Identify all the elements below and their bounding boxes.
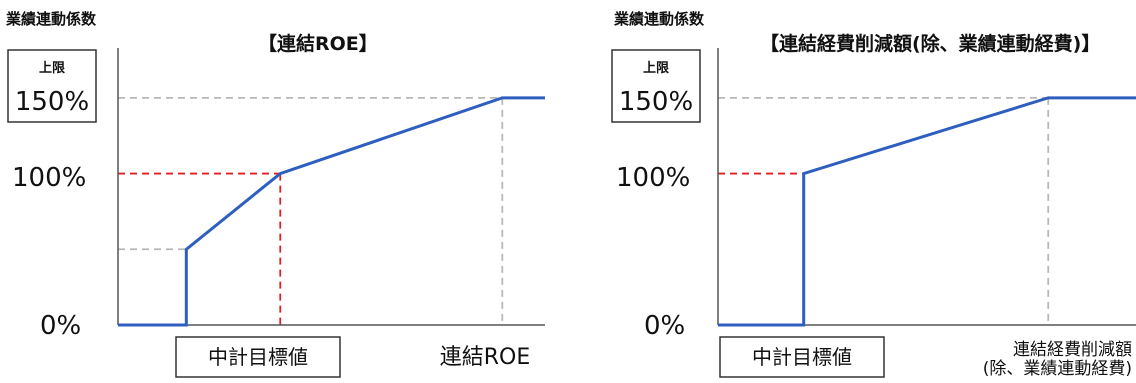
chart-left: 業績連動係数 【連結ROE】 上限 150% 100% 0% 中計目標値 連結R… (5, 10, 545, 378)
left-series-line (118, 96, 545, 327)
right-xlabel-line1: 連結経費削減額 (1013, 340, 1132, 360)
right-title: 【連結経費削減額(除、業績連動経費)】 (760, 32, 1100, 55)
right-ytick-zero: 0% (644, 311, 685, 341)
left-reference-lines (118, 96, 504, 325)
left-cap-caption: 上限 (39, 61, 66, 76)
right-series-line (718, 96, 1136, 327)
chart-right: 業績連動係数 【連結経費削減額(除、業績連動経費)】 上限 150% 100% … (611, 10, 1136, 379)
right-reference-lines (718, 96, 1050, 325)
right-xlabel-line2: (除、業績連動経費) (983, 359, 1132, 379)
right-ylabel: 業績連動係数 (613, 10, 705, 28)
left-ytick-hundred: 100% (12, 163, 86, 193)
left-title: 【連結ROE】 (258, 32, 378, 55)
left-target-box (175, 336, 341, 378)
right-ytick-hundred: 100% (616, 163, 690, 193)
right-ytick-cap: 150% (619, 87, 693, 117)
left-ytick-zero: 0% (40, 311, 81, 341)
left-ytick-cap: 150% (15, 87, 89, 117)
left-xlabel: 連結ROE (440, 345, 531, 370)
left-cap-box (7, 49, 97, 123)
right-target-box (719, 336, 885, 378)
right-cap-box (611, 49, 701, 123)
right-cap-caption: 上限 (643, 61, 670, 76)
left-ylabel: 業績連動係数 (5, 10, 97, 28)
right-target-label: 中計目標値 (752, 345, 852, 369)
left-target-label: 中計目標値 (208, 345, 308, 369)
